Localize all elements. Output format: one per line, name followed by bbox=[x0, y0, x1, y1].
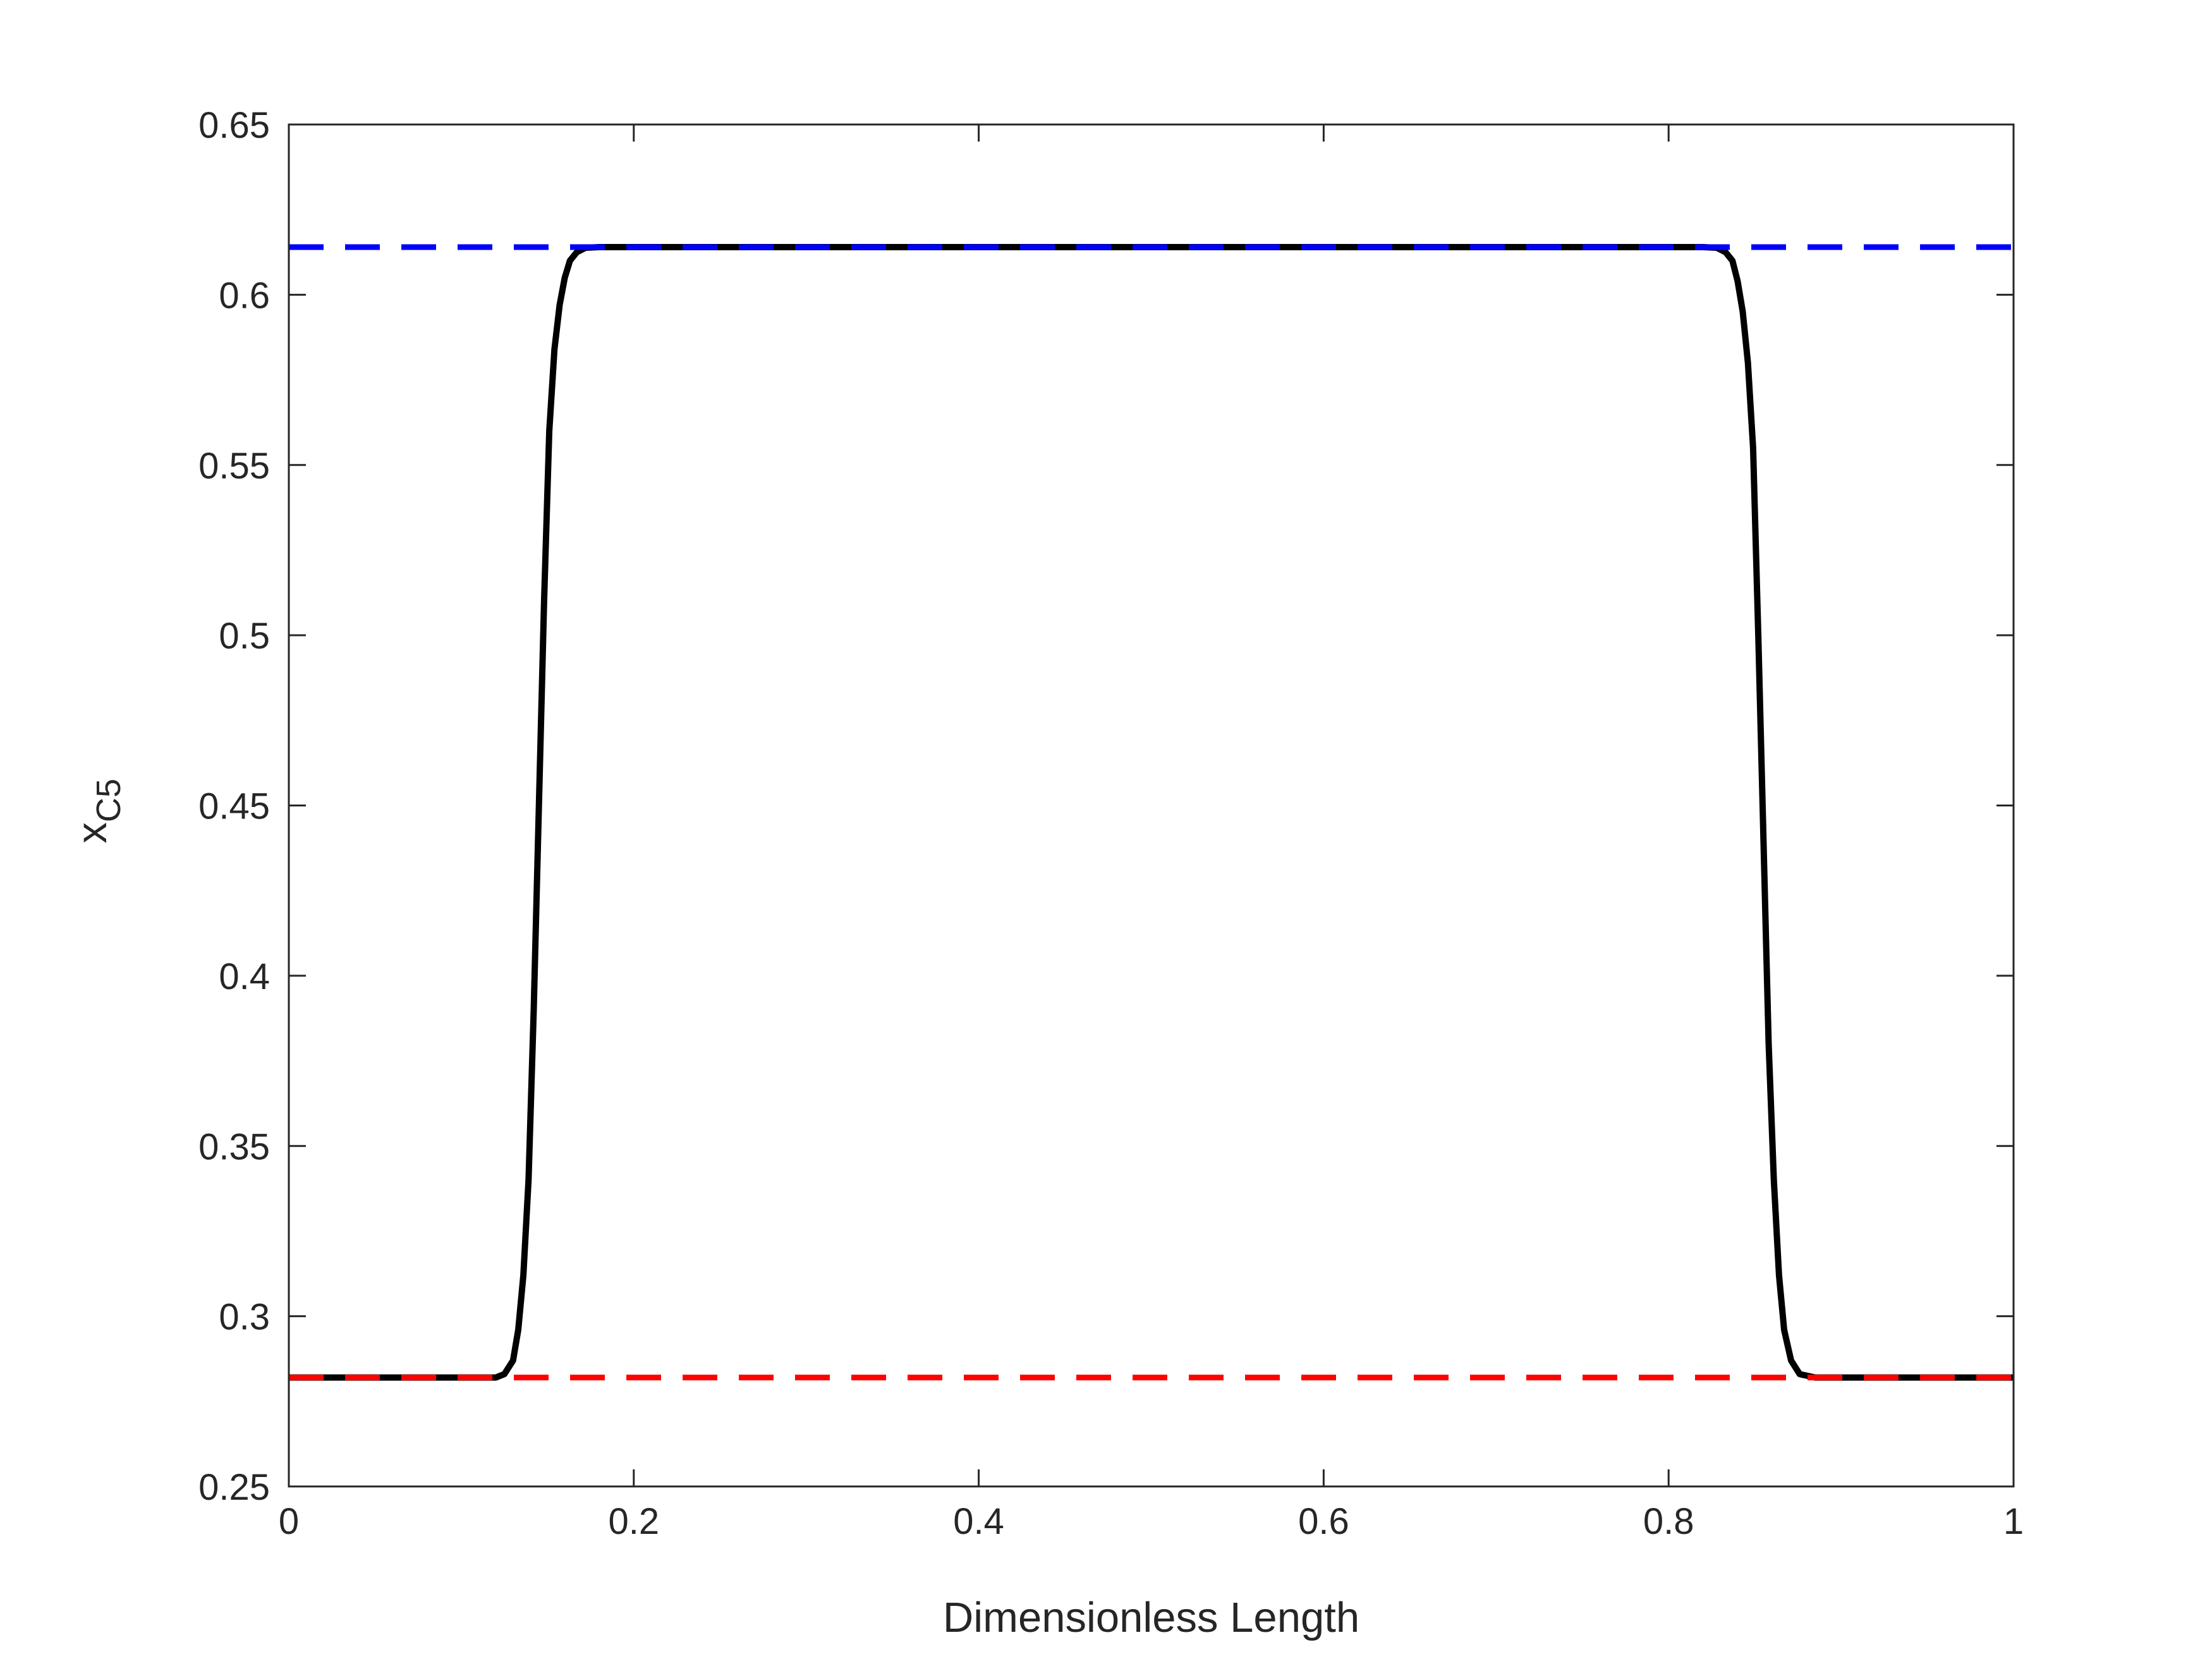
y-tick-label: 0.6 bbox=[219, 275, 270, 316]
y-axis-label-main: x bbox=[68, 822, 116, 844]
x-axis-label: Dimensionless Length bbox=[943, 1594, 1359, 1641]
y-tick-label: 0.35 bbox=[198, 1126, 270, 1167]
y-tick-label: 0.5 bbox=[219, 616, 270, 657]
x-tick-label: 0 bbox=[279, 1501, 299, 1542]
x-tick-label: 0.6 bbox=[1298, 1501, 1349, 1542]
y-axis-label: xC5 bbox=[68, 779, 128, 844]
y-tick-label: 0.4 bbox=[219, 956, 270, 997]
x-tick-label: 0.8 bbox=[1643, 1501, 1694, 1542]
x-tick-label: 0.4 bbox=[953, 1501, 1004, 1542]
y-tick-label: 0.65 bbox=[198, 105, 270, 146]
label-layer: 0 0.2 0.4 0.6 0.8 1 0.25 0.3 0.35 0.4 0.45 0.5 0.55 0… bbox=[198, 105, 2024, 1542]
x-tick-label: 1 bbox=[2003, 1501, 2024, 1542]
y-axis-label-subscript: C5 bbox=[90, 779, 128, 822]
plot-area bbox=[289, 125, 2014, 1486]
y-tick-label: 0.45 bbox=[198, 786, 270, 827]
tick-layer bbox=[288, 123, 2015, 1488]
y-tick-label: 0.3 bbox=[219, 1297, 270, 1338]
svg-text:xC5: xC5 bbox=[68, 779, 128, 844]
series-layer bbox=[289, 244, 2014, 1381]
y-tick-label: 0.55 bbox=[198, 446, 270, 487]
y-tick-label: 0.25 bbox=[198, 1467, 270, 1508]
x-tick-label: 0.2 bbox=[608, 1501, 659, 1542]
